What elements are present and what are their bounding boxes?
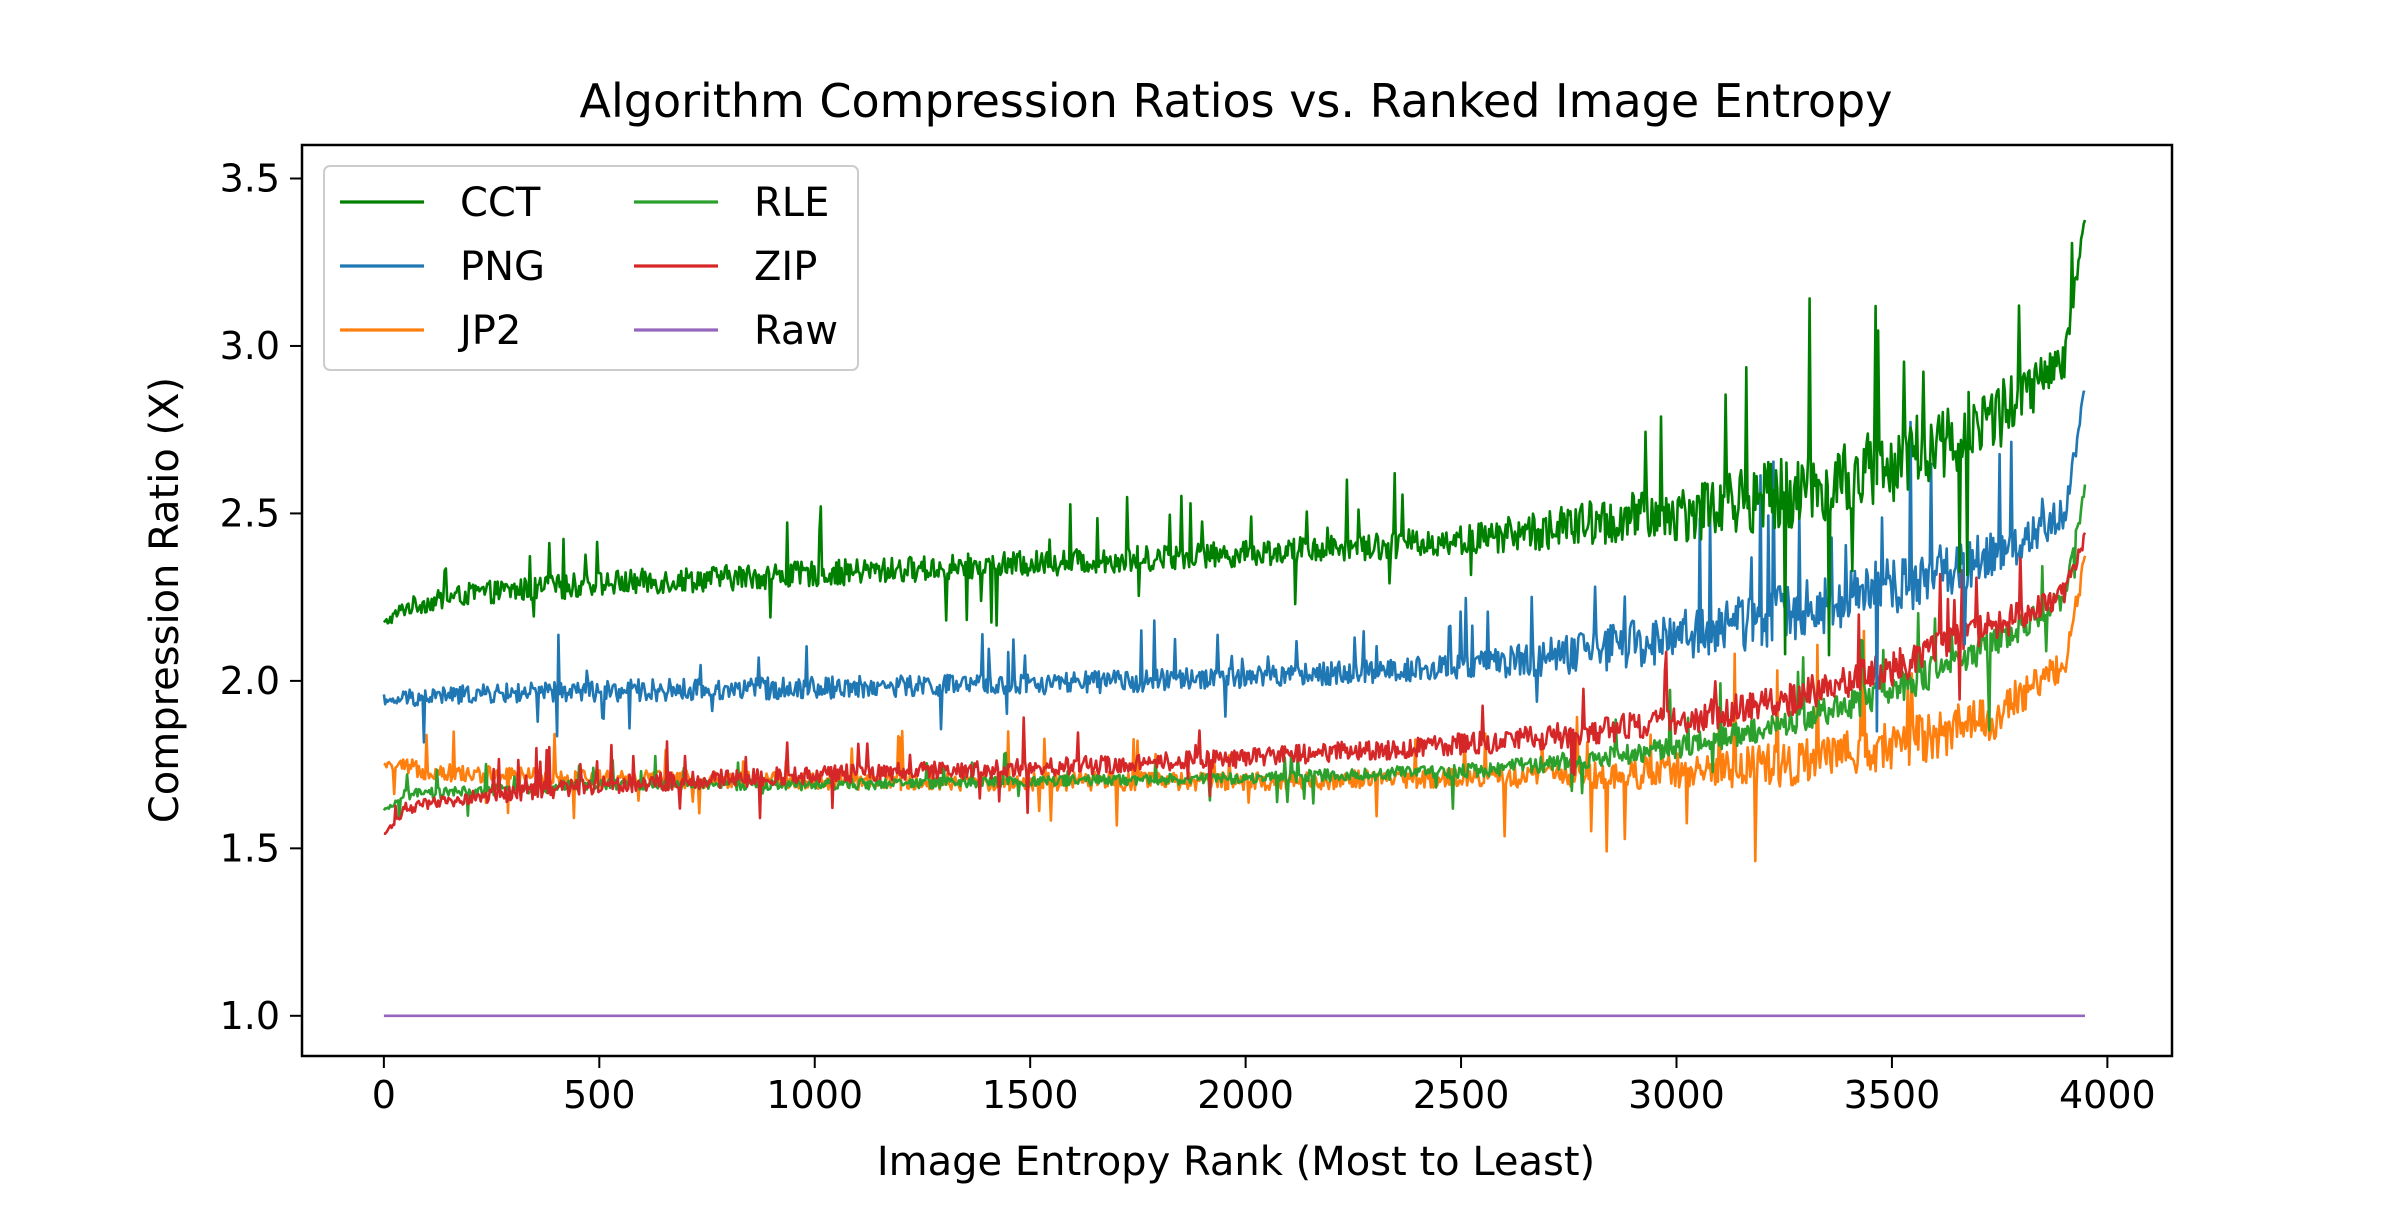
y-tick-label: 3.5: [220, 156, 280, 200]
legend-box: [323, 165, 859, 371]
x-tick-label: 3500: [1844, 1073, 1941, 1117]
series-line-cct: [382, 219, 2087, 657]
series-line-zip: [383, 532, 2087, 835]
plot-frame: [300, 143, 2174, 1058]
y-tick-label: 2.0: [220, 659, 280, 703]
legend-label: RLE: [754, 180, 829, 226]
x-tick-label: 2000: [1197, 1073, 1294, 1117]
y-axis-label: Compression Ratio (X): [142, 377, 188, 823]
series-line-png: [382, 390, 2086, 744]
y-axis: 1.0 1.5 2.0 2.5 3.0 3.5: [220, 156, 302, 1038]
legend: CCT PNG JP2 RLE ZIP Raw: [323, 165, 859, 371]
legend-label: CCT: [460, 180, 541, 226]
y-tick-label: 1.5: [220, 826, 280, 870]
legend-label: PNG: [460, 244, 545, 290]
y-tick-label: 1.0: [220, 994, 280, 1038]
x-tick-label: 4000: [2059, 1073, 2156, 1117]
x-tick-label: 1500: [982, 1073, 1079, 1117]
legend-label: JP2: [457, 308, 521, 354]
chart-title: Algorithm Compression Ratios vs. Ranked …: [580, 74, 1893, 128]
series-layer: [382, 219, 2087, 1018]
x-tick-label: 0: [372, 1073, 396, 1117]
y-tick-label: 3.0: [220, 324, 280, 368]
x-axis: 0 500 1000 1500 2000 2500 3000 3500 4000: [372, 1056, 2156, 1117]
x-tick-label: 1000: [766, 1073, 863, 1117]
y-tick-label: 2.5: [220, 491, 280, 535]
x-tick-label: 2500: [1413, 1073, 1510, 1117]
x-tick-label: 500: [563, 1073, 636, 1117]
legend-label: Raw: [754, 308, 838, 354]
legend-label: ZIP: [754, 244, 817, 290]
x-tick-label: 3000: [1628, 1073, 1725, 1117]
x-axis-label: Image Entropy Rank (Most to Least): [877, 1139, 1595, 1185]
